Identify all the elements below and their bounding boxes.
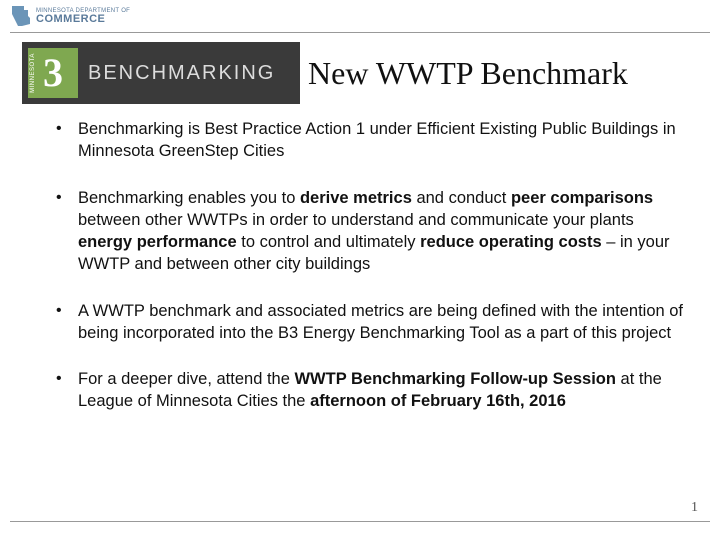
top-rule	[10, 32, 710, 33]
slide-title: New WWTP Benchmark	[308, 55, 628, 92]
text-run: WWTP Benchmarking Follow-up Session	[294, 370, 615, 388]
text-run: peer comparisons	[511, 189, 653, 207]
title-row: MINNESOTA 3 BENCHMARKING New WWTP Benchm…	[22, 42, 710, 104]
b3-numeral: 3	[43, 53, 63, 93]
b3-mn-vertical: MINNESOTA	[30, 53, 36, 93]
page-number: 1	[691, 500, 698, 516]
text-run: reduce operating costs	[420, 233, 602, 251]
b3-square: MINNESOTA 3	[28, 48, 78, 98]
commerce-line: COMMERCE	[36, 14, 130, 25]
header-logo-text: MINNESOTA DEPARTMENT OF COMMERCE	[36, 8, 130, 25]
text-run: afternoon of February 16th, 2016	[310, 392, 566, 410]
text-run: and conduct	[412, 189, 511, 207]
text-run: Benchmarking is Best Practice Action 1 u…	[78, 120, 676, 160]
content-area: Benchmarking is Best Practice Action 1 u…	[50, 118, 690, 437]
mn-state-icon	[10, 4, 32, 28]
text-run: between other WWTPs in order to understa…	[78, 211, 634, 229]
text-run: A WWTP benchmark and associated metrics …	[78, 302, 683, 342]
text-run: derive metrics	[300, 189, 412, 207]
b3-label: BENCHMARKING	[88, 62, 275, 85]
bottom-rule	[10, 521, 710, 522]
text-run: For a deeper dive, attend the	[78, 370, 294, 388]
text-run: energy performance	[78, 233, 237, 251]
text-run: Benchmarking enables you to	[78, 189, 300, 207]
bullet-list: Benchmarking is Best Practice Action 1 u…	[50, 118, 690, 413]
bullet-item: Benchmarking is Best Practice Action 1 u…	[50, 118, 690, 163]
header-logo: MINNESOTA DEPARTMENT OF COMMERCE	[10, 4, 130, 28]
b3-benchmarking-badge: MINNESOTA 3 BENCHMARKING	[22, 42, 300, 104]
bullet-item: For a deeper dive, attend the WWTP Bench…	[50, 368, 690, 413]
bullet-item: Benchmarking enables you to derive metri…	[50, 187, 690, 276]
text-run: to control and ultimately	[237, 233, 420, 251]
bullet-item: A WWTP benchmark and associated metrics …	[50, 300, 690, 345]
